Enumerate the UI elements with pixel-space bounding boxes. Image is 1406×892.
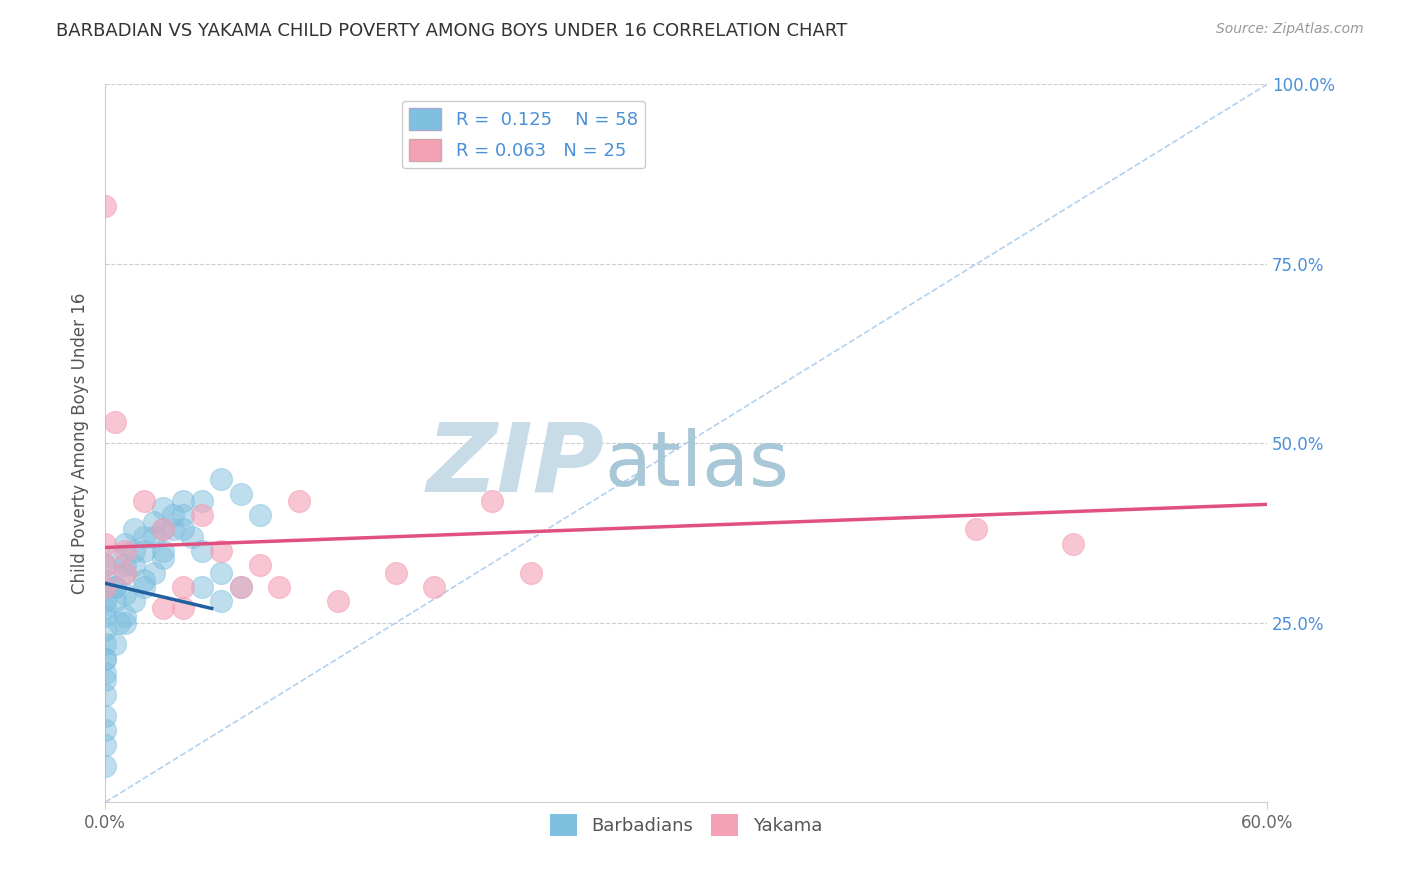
Point [209, 594, 232, 608]
Point [114, 566, 136, 580]
Point [152, 523, 174, 537]
Point [152, 601, 174, 615]
Point [229, 580, 252, 594]
Point [94, 709, 117, 723]
Point [229, 486, 252, 500]
Point [172, 580, 194, 594]
Point [94, 573, 117, 587]
Point [229, 580, 252, 594]
Point [966, 523, 988, 537]
Point [191, 580, 214, 594]
Point [132, 580, 155, 594]
Point [1062, 537, 1084, 551]
Point [94, 651, 117, 665]
Point [122, 594, 145, 608]
Point [209, 472, 232, 486]
Point [94, 666, 117, 681]
Point [104, 594, 127, 608]
Point [132, 573, 155, 587]
Point [142, 530, 165, 544]
Point [94, 608, 117, 623]
Point [122, 544, 145, 558]
Point [114, 587, 136, 601]
Point [132, 493, 155, 508]
Point [172, 508, 194, 523]
Point [249, 508, 271, 523]
Point [326, 594, 349, 608]
Point [104, 580, 127, 594]
Point [94, 594, 117, 608]
Point [94, 759, 117, 773]
Point [94, 673, 117, 688]
Point [132, 530, 155, 544]
Point [132, 544, 155, 558]
Point [94, 558, 117, 573]
Point [94, 637, 117, 651]
Point [172, 601, 194, 615]
Point [104, 580, 127, 594]
Point [172, 523, 194, 537]
Point [94, 688, 117, 702]
Point [172, 493, 194, 508]
Point [152, 551, 174, 566]
Point [191, 508, 214, 523]
Text: Source: ZipAtlas.com: Source: ZipAtlas.com [1216, 22, 1364, 37]
Point [94, 199, 117, 213]
Point [152, 500, 174, 515]
Point [94, 601, 117, 615]
Point [94, 580, 117, 594]
Point [209, 544, 232, 558]
Point [481, 493, 503, 508]
Point [94, 651, 117, 665]
Point [94, 723, 117, 738]
Point [114, 566, 136, 580]
Point [94, 738, 117, 752]
Point [162, 523, 184, 537]
Y-axis label: Child Poverty Among Boys Under 16: Child Poverty Among Boys Under 16 [72, 293, 89, 594]
Point [384, 566, 406, 580]
Point [191, 544, 214, 558]
Point [142, 516, 165, 530]
Point [152, 544, 174, 558]
Point [104, 551, 127, 566]
Point [104, 415, 127, 429]
Point [423, 580, 446, 594]
Point [162, 508, 184, 523]
Point [114, 558, 136, 573]
Point [114, 615, 136, 630]
Point [288, 493, 311, 508]
Point [191, 493, 214, 508]
Point [114, 608, 136, 623]
Text: BARBADIAN VS YAKAMA CHILD POVERTY AMONG BOYS UNDER 16 CORRELATION CHART: BARBADIAN VS YAKAMA CHILD POVERTY AMONG … [56, 22, 848, 40]
Point [122, 523, 145, 537]
Point [94, 537, 117, 551]
Text: atlas: atlas [605, 428, 790, 502]
Legend: Barbadians, Yakama: Barbadians, Yakama [543, 807, 830, 844]
Point [114, 544, 136, 558]
Point [269, 580, 291, 594]
Point [181, 530, 204, 544]
Point [249, 558, 271, 573]
Point [94, 623, 117, 637]
Text: ZIP: ZIP [427, 418, 605, 511]
Point [142, 566, 165, 580]
Point [152, 523, 174, 537]
Point [209, 566, 232, 580]
Point [107, 615, 129, 630]
Point [94, 558, 117, 573]
Point [122, 558, 145, 573]
Point [520, 566, 543, 580]
Point [104, 637, 127, 651]
Point [114, 537, 136, 551]
